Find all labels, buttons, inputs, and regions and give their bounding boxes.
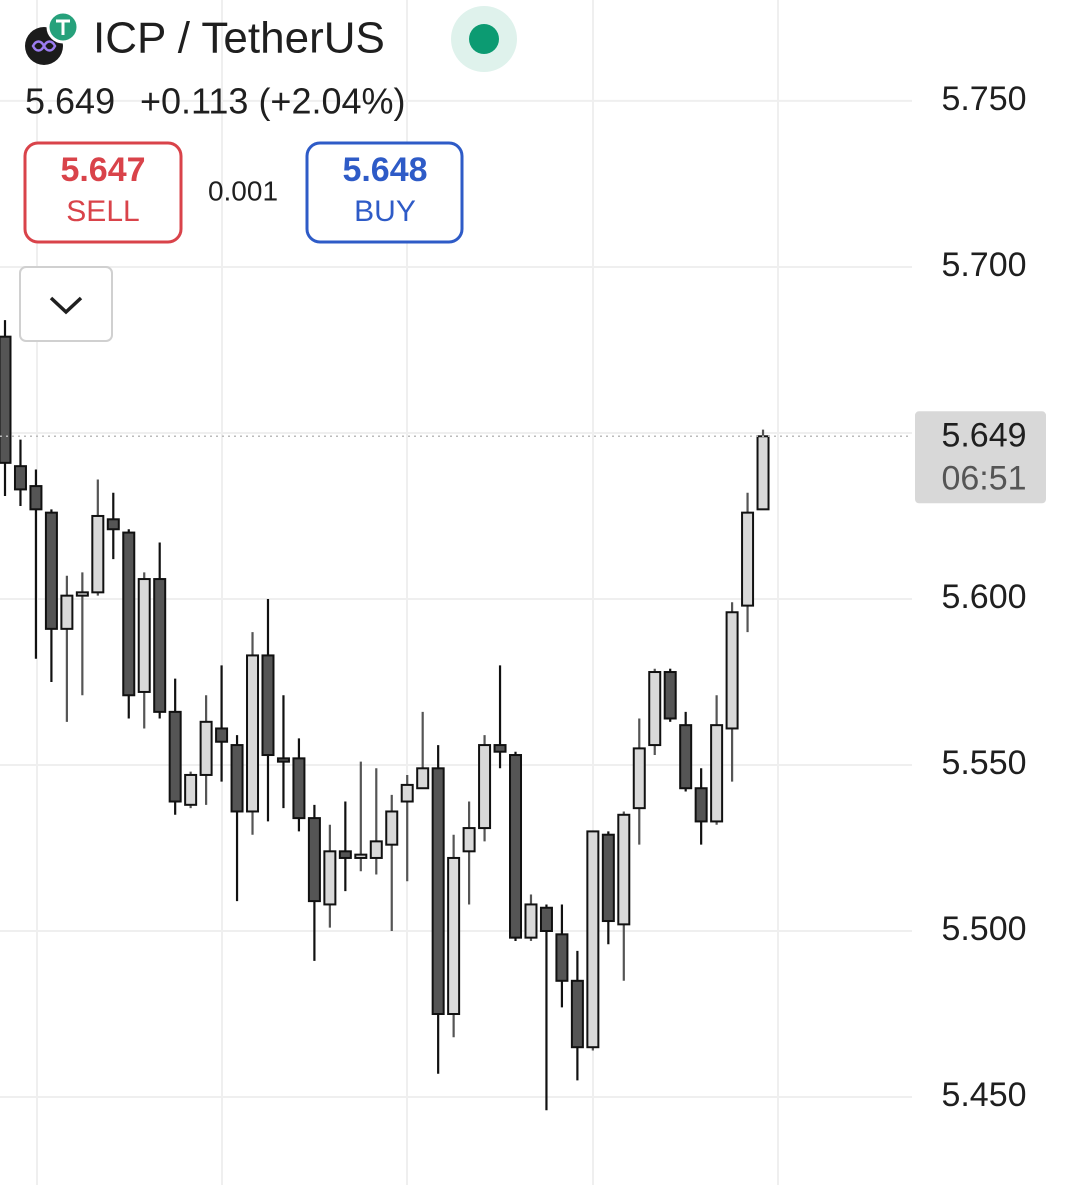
candle-body [261,654,275,757]
tether-logo-mark [56,19,70,35]
price-tag [915,411,1046,504]
y-tick-label: 5.450 [941,1076,1026,1114]
candle-body [184,773,198,806]
candle-body [385,810,399,846]
candle-body [725,611,739,730]
symbol-title: ICP / TetherUS [93,14,385,63]
candle-body [632,747,646,810]
sell-price: 5.647 [60,151,145,189]
buy-price: 5.648 [342,151,427,189]
y-axis: 5.4505.5005.5505.6005.6505.7005.7505.649… [915,80,1046,1114]
candle-body [539,906,553,933]
candle-body [230,744,244,813]
candle-body [307,817,321,903]
price-tag-time: 06:51 [941,459,1026,497]
y-tick-label: 5.500 [941,910,1026,948]
candle-body [400,783,414,803]
candle-body [323,850,337,906]
y-tick-label: 5.550 [941,744,1026,782]
horizontal-grid [0,99,912,1099]
candle-body [13,465,27,491]
y-tick-label: 5.750 [941,80,1026,118]
candle-body [509,754,523,939]
y-tick-label: 5.700 [941,246,1026,284]
candle-body [555,933,569,982]
price-change: +0.113 (+2.04%) [140,81,406,122]
candle-body [663,671,677,720]
candle-body [694,787,708,823]
candle-body [91,514,105,594]
spread: 0.001 [208,175,278,206]
candle-body [493,744,507,753]
candle-body [60,594,74,630]
candle-body [447,856,461,1016]
candles [0,320,912,1111]
candle-body [648,671,662,747]
candle-body [369,840,383,859]
buy-label: BUY [354,195,416,228]
candle-body [570,979,584,1049]
candle-body [431,767,445,1016]
buy-button[interactable] [305,141,464,244]
candle-body [276,757,290,763]
sell-button[interactable] [23,141,183,244]
candle-body [153,578,167,713]
candle-body [199,720,213,776]
candle-body [215,727,229,743]
icp-logo-mark [31,40,57,52]
candle-body [617,813,631,926]
candle-body [75,591,89,597]
candle-body [679,724,693,790]
candle-body [741,511,755,607]
candle-body [710,724,724,823]
chevron-icon [49,296,83,315]
candle-body [524,903,538,939]
candle-body [246,654,260,813]
candle-body [416,767,430,790]
candle-body [106,518,120,531]
candle-body [122,531,136,697]
collapse-button[interactable] [19,266,113,342]
candle-body [44,511,58,630]
candle-body [586,830,600,1049]
candle-body [137,578,151,693]
y-tick-label: 5.600 [941,578,1026,616]
candle-body [168,710,182,803]
price-tag-value: 5.649 [941,416,1026,454]
candle-body [338,850,352,859]
candle-body [292,757,306,820]
sell-label: SELL [66,195,139,228]
candle-body [478,744,492,830]
candle-body [354,853,368,859]
candle-body [0,335,12,464]
candle-body [756,435,770,511]
header: ICP / TetherUS 5.649 +0.113 (+2.04%) 5.6… [19,6,517,342]
status-dot [469,24,499,54]
candle-body [601,833,615,923]
last-price: 5.649 [25,81,115,122]
candle-body [29,485,43,511]
candle-body [462,827,476,853]
